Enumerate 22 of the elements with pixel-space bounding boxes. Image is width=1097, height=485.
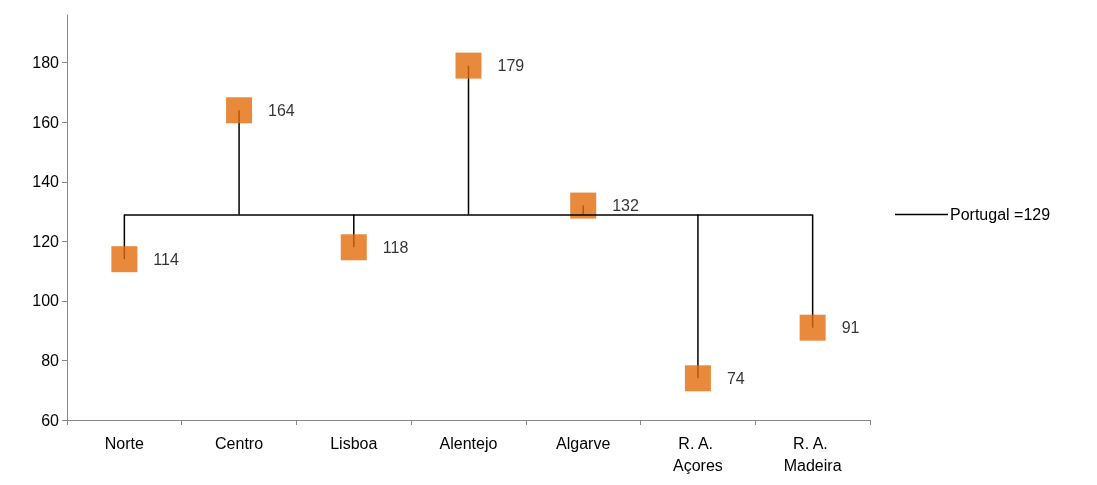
x-tick-label: R. A. Madeira	[783, 434, 842, 474]
data-label: 114	[153, 250, 179, 268]
y-tick-label: 160	[32, 113, 60, 131]
x-tick-label: Alentejo	[439, 434, 498, 452]
x-tick-label: Norte	[104, 434, 145, 452]
data-label: 164	[268, 101, 295, 119]
y-tick-label: 80	[41, 351, 60, 369]
y-tick-label: 120	[32, 232, 60, 250]
ref-line-label: Portugal =129	[950, 206, 1051, 224]
data-label: 74	[726, 369, 745, 387]
y-tick-label: 140	[32, 173, 60, 191]
x-tick-label: Lisboa	[330, 434, 378, 452]
x-tick-label: R. A. Açores	[673, 434, 723, 474]
y-tick-label: 100	[32, 292, 60, 310]
x-tick-label: Centro	[215, 434, 264, 452]
data-label: 118	[382, 238, 409, 256]
data-label: 91	[841, 319, 860, 337]
x-tick-label: Algarve	[556, 434, 611, 452]
data-label: 132	[612, 197, 640, 215]
data-label: 179	[497, 57, 525, 75]
y-tick-label: 180	[32, 54, 60, 72]
y-tick-label: 60	[41, 411, 60, 429]
